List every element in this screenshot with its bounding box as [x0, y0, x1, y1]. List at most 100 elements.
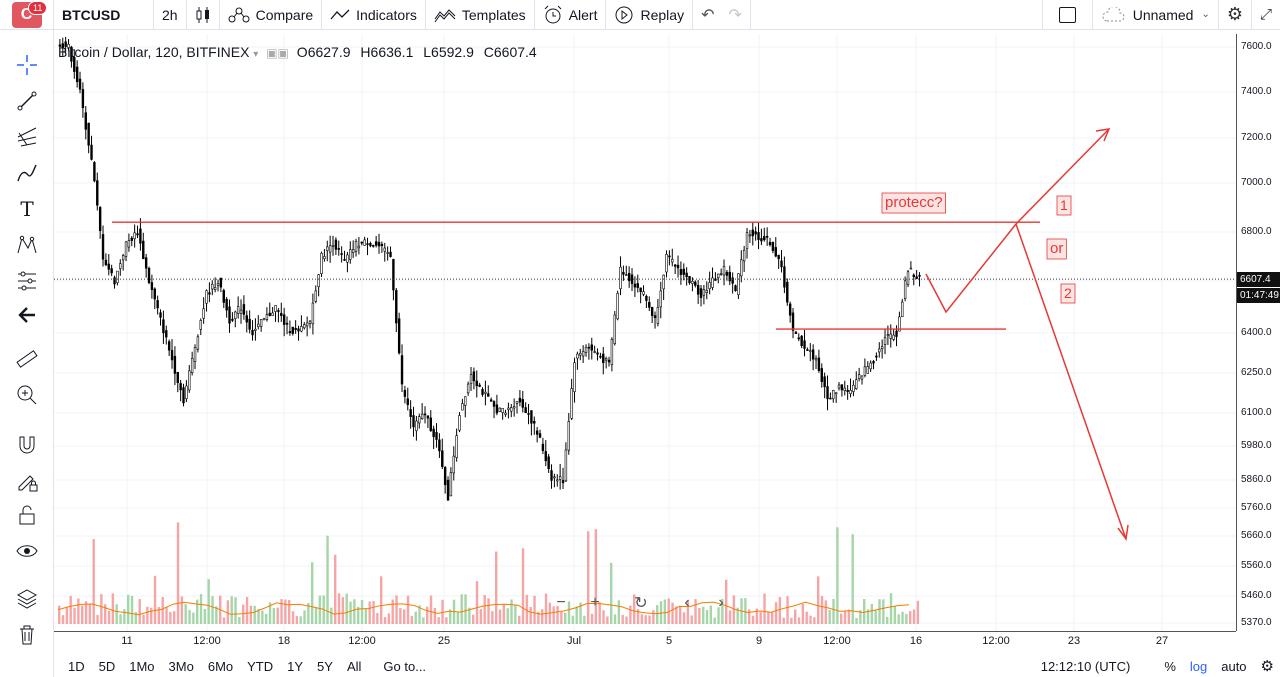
- chart-type-button[interactable]: [187, 0, 220, 30]
- range-button-1mo[interactable]: 1Mo: [129, 658, 155, 674]
- candle-body: [153, 288, 156, 300]
- candle-body: [211, 283, 214, 290]
- protecc-label-text: protecc?: [885, 194, 943, 211]
- candle-body: [573, 362, 576, 392]
- zoom-in-icon: [17, 385, 37, 405]
- legend-dropdown-icon[interactable]: ▾: [253, 49, 259, 60]
- scenario-path[interactable]: [925, 223, 1017, 314]
- volume-bar: [184, 604, 187, 624]
- redo-icon[interactable]: ↷: [728, 6, 742, 24]
- undo-icon[interactable]: ↶: [701, 6, 715, 24]
- range-button-1d[interactable]: 1D: [68, 658, 85, 674]
- remove-drawings-tool[interactable]: [12, 620, 42, 650]
- candle-body: [616, 293, 619, 320]
- range-button-1y[interactable]: 1Y: [287, 658, 304, 674]
- magnet-tool[interactable]: [12, 430, 42, 460]
- volume-bar: [882, 599, 885, 624]
- candle-body: [843, 387, 846, 391]
- time-axis[interactable]: 11 12:00 18 12:00 25 Jul 5 9 12:00 16 12:00 23 27: [54, 631, 1236, 651]
- volume-bar: [851, 534, 854, 624]
- bearish-arrow-line[interactable]: [1015, 223, 1127, 540]
- ruler-tool[interactable]: [12, 344, 42, 374]
- candle-body: [133, 232, 136, 240]
- clock-time[interactable]: 12:12:10 (UTC): [1040, 658, 1131, 674]
- compare-button[interactable]: Compare: [220, 0, 323, 30]
- symbol-search[interactable]: BTCUSD: [54, 0, 154, 30]
- volume-bar: [732, 595, 736, 624]
- object-tree-tool[interactable]: [12, 584, 42, 614]
- pitchfork-tool[interactable]: [12, 122, 42, 152]
- bullish-arrow-line[interactable]: [1015, 128, 1110, 225]
- layout-menu[interactable]: Unnamed ⌄: [1093, 0, 1219, 30]
- zoom-in-button[interactable]: +: [590, 594, 600, 611]
- scroll-left-button[interactable]: ‹: [684, 594, 690, 611]
- percent-toggle[interactable]: %: [1164, 658, 1176, 674]
- pattern-tool[interactable]: [12, 230, 42, 260]
- lock-drawing-tool[interactable]: [12, 466, 42, 496]
- candle-body: [673, 264, 677, 267]
- price-axis[interactable]: 7600.07400.07200.07000.06800.06600.06400…: [1236, 34, 1280, 631]
- volume-bar: [311, 562, 314, 624]
- legend-settings-icons[interactable]: ▣▣: [266, 46, 289, 60]
- option-2-label[interactable]: 2: [1060, 283, 1076, 304]
- volume-bar: [801, 603, 805, 624]
- alert-button[interactable]: Alert: [535, 0, 607, 30]
- reset-button[interactable]: ↻: [634, 595, 648, 612]
- protecc-label[interactable]: protecc?: [881, 192, 946, 214]
- range-button-5y[interactable]: 5Y: [317, 658, 333, 674]
- volume-bar: [797, 617, 801, 624]
- settings-button[interactable]: ⚙: [1219, 0, 1252, 30]
- brush-tool[interactable]: [12, 158, 42, 188]
- volume-bar: [230, 596, 233, 624]
- hide-drawings-tool[interactable]: [12, 536, 42, 566]
- candle-body: [550, 470, 553, 481]
- crosshair-tool[interactable]: [12, 50, 42, 80]
- menu-button[interactable]: C 11: [0, 0, 54, 30]
- goto-button[interactable]: Go to...: [383, 658, 427, 674]
- candle-body: [397, 318, 401, 354]
- scroll-right-button[interactable]: ›: [718, 594, 724, 611]
- candle-body: [61, 43, 64, 48]
- zoom-tool[interactable]: [12, 380, 42, 410]
- back-tool[interactable]: [12, 300, 42, 330]
- candle-body: [786, 281, 789, 303]
- fullscreen-toggle[interactable]: [1041, 0, 1093, 30]
- volume-bar: [832, 599, 835, 624]
- option-1-label[interactable]: 1: [1056, 195, 1072, 216]
- or-label-text: or: [1050, 240, 1063, 257]
- candle-body: [452, 455, 455, 474]
- range-button-ytd[interactable]: YTD: [247, 658, 274, 674]
- close-value: 6607.4: [493, 44, 537, 60]
- or-label[interactable]: or: [1046, 238, 1067, 260]
- candle-body: [202, 308, 205, 319]
- price-chart[interactable]: protecc? 1 or 2: [54, 34, 1236, 631]
- volume-bar: [341, 597, 345, 624]
- prediction-tool[interactable]: [12, 266, 42, 296]
- range-button-5d[interactable]: 5D: [98, 658, 116, 674]
- scale-settings-icon[interactable]: ⚙: [1260, 658, 1274, 675]
- indicators-label: Indicators: [356, 6, 417, 23]
- interval-button[interactable]: 2h: [154, 0, 187, 30]
- volume-bar: [460, 594, 463, 624]
- log-toggle[interactable]: log: [1189, 658, 1208, 674]
- range-button-3mo[interactable]: 3Mo: [168, 658, 194, 674]
- text-tool[interactable]: T: [12, 194, 42, 224]
- volume-bar: [77, 598, 80, 624]
- volume-bar: [886, 616, 889, 624]
- time-tick-label: 27: [1155, 635, 1169, 647]
- zoom-out-button[interactable]: −: [556, 594, 566, 611]
- templates-button[interactable]: Templates: [426, 0, 535, 30]
- candle-body: [190, 357, 194, 373]
- volume-bar: [583, 615, 586, 624]
- auto-toggle[interactable]: auto: [1221, 658, 1247, 674]
- fullscreen-button[interactable]: ⤢: [1252, 0, 1280, 30]
- range-button-all[interactable]: All: [346, 658, 362, 674]
- trend-line-tool[interactable]: [12, 86, 42, 116]
- indicators-button[interactable]: Indicators: [322, 0, 426, 30]
- candle-body: [461, 403, 464, 411]
- range-button-6mo[interactable]: 6Mo: [207, 658, 234, 674]
- replay-button[interactable]: Replay: [606, 0, 694, 30]
- candle-body: [915, 276, 918, 279]
- lock-all-tool[interactable]: [12, 500, 42, 530]
- candle-body: [659, 290, 662, 308]
